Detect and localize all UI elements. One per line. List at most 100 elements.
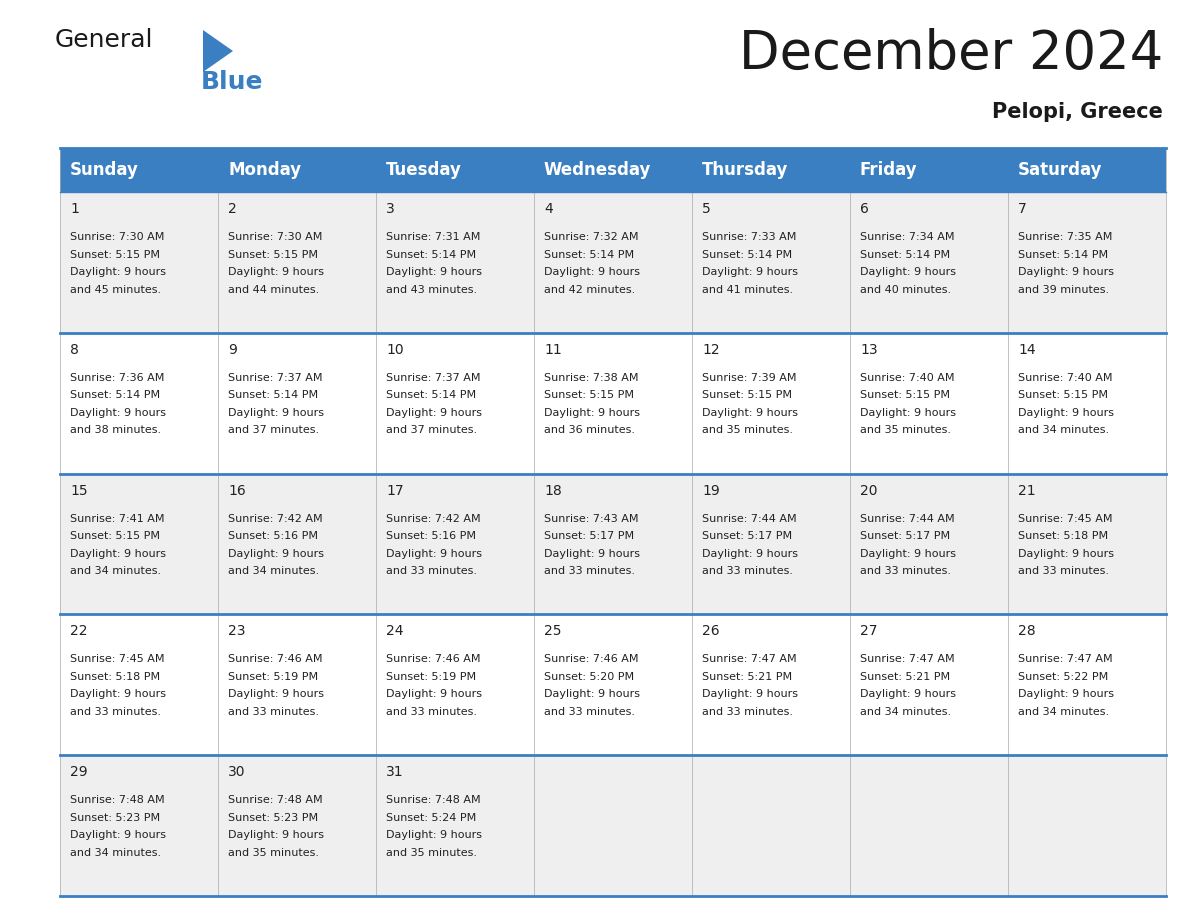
- Text: Thursday: Thursday: [702, 161, 789, 179]
- Text: General: General: [55, 28, 153, 52]
- Bar: [1007, 148, 1165, 192]
- Bar: [61, 614, 219, 756]
- Text: Sunset: 5:18 PM: Sunset: 5:18 PM: [1018, 532, 1108, 541]
- Text: Daylight: 9 hours: Daylight: 9 hours: [544, 689, 640, 700]
- Text: Sunset: 5:15 PM: Sunset: 5:15 PM: [228, 250, 318, 260]
- Bar: [849, 614, 1007, 756]
- Text: Daylight: 9 hours: Daylight: 9 hours: [860, 549, 956, 558]
- Text: Tuesday: Tuesday: [386, 161, 462, 179]
- Text: 25: 25: [544, 624, 562, 638]
- Text: Sunrise: 7:33 AM: Sunrise: 7:33 AM: [702, 232, 796, 242]
- Text: Sunrise: 7:31 AM: Sunrise: 7:31 AM: [386, 232, 480, 242]
- Text: 12: 12: [702, 342, 720, 357]
- Text: and 37 minutes.: and 37 minutes.: [228, 425, 320, 435]
- Text: Daylight: 9 hours: Daylight: 9 hours: [386, 549, 482, 558]
- Text: and 33 minutes.: and 33 minutes.: [702, 566, 794, 577]
- Bar: [1007, 474, 1165, 614]
- Text: Sunrise: 7:36 AM: Sunrise: 7:36 AM: [70, 373, 164, 383]
- Text: and 37 minutes.: and 37 minutes.: [386, 425, 478, 435]
- Text: 29: 29: [70, 766, 88, 779]
- Text: Sunset: 5:14 PM: Sunset: 5:14 PM: [1018, 250, 1108, 260]
- Bar: [219, 614, 375, 756]
- Text: 10: 10: [386, 342, 404, 357]
- Bar: [849, 148, 1007, 192]
- Text: Sunset: 5:17 PM: Sunset: 5:17 PM: [544, 532, 634, 541]
- Text: 8: 8: [70, 342, 78, 357]
- Text: 23: 23: [228, 624, 246, 638]
- Text: Daylight: 9 hours: Daylight: 9 hours: [860, 689, 956, 700]
- Text: Daylight: 9 hours: Daylight: 9 hours: [386, 267, 482, 277]
- Text: Pelopi, Greece: Pelopi, Greece: [992, 102, 1163, 122]
- Text: 30: 30: [228, 766, 246, 779]
- Text: Daylight: 9 hours: Daylight: 9 hours: [1018, 267, 1114, 277]
- Bar: [375, 614, 533, 756]
- Text: 2: 2: [228, 202, 236, 216]
- Text: Sunset: 5:21 PM: Sunset: 5:21 PM: [702, 672, 792, 682]
- Text: Sunrise: 7:48 AM: Sunrise: 7:48 AM: [386, 795, 481, 805]
- Text: and 33 minutes.: and 33 minutes.: [70, 707, 162, 717]
- Text: Daylight: 9 hours: Daylight: 9 hours: [386, 408, 482, 418]
- Bar: [1007, 756, 1165, 896]
- Text: Sunset: 5:15 PM: Sunset: 5:15 PM: [860, 390, 950, 400]
- Text: Monday: Monday: [228, 161, 301, 179]
- Text: Sunset: 5:15 PM: Sunset: 5:15 PM: [70, 532, 160, 541]
- Text: Sunday: Sunday: [70, 161, 139, 179]
- Text: and 41 minutes.: and 41 minutes.: [702, 285, 794, 295]
- Bar: [533, 148, 691, 192]
- Text: 5: 5: [702, 202, 710, 216]
- Text: Sunrise: 7:45 AM: Sunrise: 7:45 AM: [70, 655, 164, 665]
- Bar: [691, 333, 849, 474]
- Text: and 45 minutes.: and 45 minutes.: [70, 285, 162, 295]
- Text: and 42 minutes.: and 42 minutes.: [544, 285, 636, 295]
- Bar: [375, 474, 533, 614]
- Text: Daylight: 9 hours: Daylight: 9 hours: [702, 689, 798, 700]
- Text: and 33 minutes.: and 33 minutes.: [860, 566, 952, 577]
- Text: Sunset: 5:15 PM: Sunset: 5:15 PM: [70, 250, 160, 260]
- Text: 11: 11: [544, 342, 562, 357]
- Text: Sunrise: 7:46 AM: Sunrise: 7:46 AM: [386, 655, 480, 665]
- Text: and 35 minutes.: and 35 minutes.: [702, 425, 794, 435]
- Text: and 35 minutes.: and 35 minutes.: [228, 847, 320, 857]
- Text: Daylight: 9 hours: Daylight: 9 hours: [860, 408, 956, 418]
- Text: Sunset: 5:14 PM: Sunset: 5:14 PM: [386, 390, 476, 400]
- Text: and 33 minutes.: and 33 minutes.: [544, 707, 636, 717]
- Text: Sunset: 5:14 PM: Sunset: 5:14 PM: [386, 250, 476, 260]
- Bar: [61, 148, 219, 192]
- Bar: [219, 474, 375, 614]
- Text: 22: 22: [70, 624, 88, 638]
- Text: and 43 minutes.: and 43 minutes.: [386, 285, 478, 295]
- Bar: [61, 333, 219, 474]
- Text: Daylight: 9 hours: Daylight: 9 hours: [386, 830, 482, 840]
- Text: Daylight: 9 hours: Daylight: 9 hours: [1018, 408, 1114, 418]
- Text: 16: 16: [228, 484, 246, 498]
- Bar: [375, 333, 533, 474]
- Text: 18: 18: [544, 484, 562, 498]
- Text: Daylight: 9 hours: Daylight: 9 hours: [544, 549, 640, 558]
- Text: 6: 6: [860, 202, 868, 216]
- Text: Sunrise: 7:44 AM: Sunrise: 7:44 AM: [702, 513, 797, 523]
- Text: 26: 26: [702, 624, 720, 638]
- Bar: [533, 192, 691, 333]
- Text: Sunrise: 7:43 AM: Sunrise: 7:43 AM: [544, 513, 638, 523]
- Text: Daylight: 9 hours: Daylight: 9 hours: [70, 408, 166, 418]
- Text: Sunrise: 7:44 AM: Sunrise: 7:44 AM: [860, 513, 955, 523]
- Text: Sunrise: 7:38 AM: Sunrise: 7:38 AM: [544, 373, 638, 383]
- Text: Sunset: 5:14 PM: Sunset: 5:14 PM: [544, 250, 634, 260]
- Text: 1: 1: [70, 202, 78, 216]
- Text: Daylight: 9 hours: Daylight: 9 hours: [70, 689, 166, 700]
- Text: Sunrise: 7:42 AM: Sunrise: 7:42 AM: [228, 513, 323, 523]
- Text: Friday: Friday: [860, 161, 917, 179]
- Text: Sunset: 5:20 PM: Sunset: 5:20 PM: [544, 672, 634, 682]
- Text: and 33 minutes.: and 33 minutes.: [228, 707, 320, 717]
- Text: Daylight: 9 hours: Daylight: 9 hours: [228, 689, 324, 700]
- Text: and 34 minutes.: and 34 minutes.: [228, 566, 320, 577]
- Text: Sunset: 5:18 PM: Sunset: 5:18 PM: [70, 672, 160, 682]
- Text: and 34 minutes.: and 34 minutes.: [70, 566, 162, 577]
- Bar: [61, 474, 219, 614]
- Text: and 35 minutes.: and 35 minutes.: [386, 847, 478, 857]
- Text: 17: 17: [386, 484, 404, 498]
- Text: Sunset: 5:17 PM: Sunset: 5:17 PM: [702, 532, 792, 541]
- Text: Sunrise: 7:40 AM: Sunrise: 7:40 AM: [860, 373, 954, 383]
- Text: Daylight: 9 hours: Daylight: 9 hours: [860, 267, 956, 277]
- Text: and 33 minutes.: and 33 minutes.: [544, 566, 636, 577]
